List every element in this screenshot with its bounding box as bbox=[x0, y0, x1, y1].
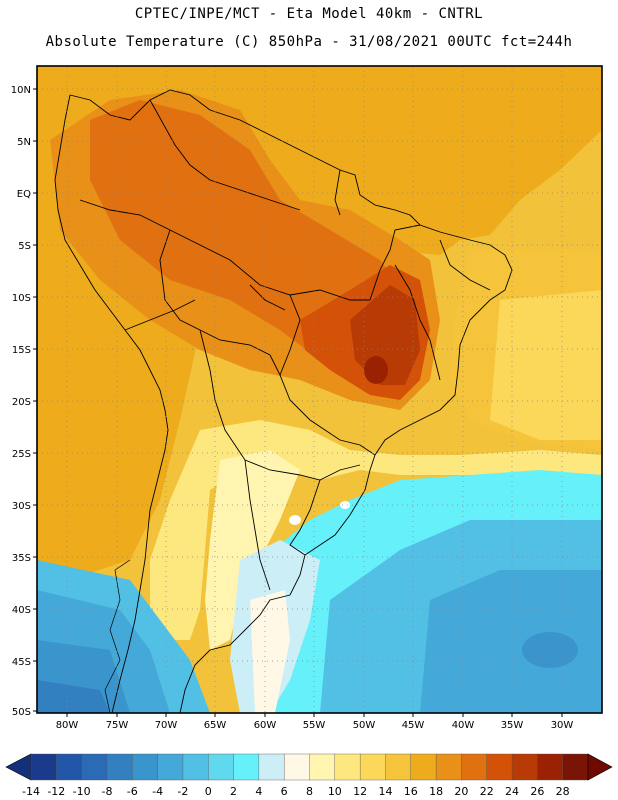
colorbar-cell bbox=[334, 753, 361, 781]
lat-label: 10S bbox=[12, 293, 31, 304]
colorbar-cell bbox=[258, 753, 285, 781]
lat-label: 5N bbox=[17, 137, 31, 148]
colorbar-cell bbox=[435, 753, 462, 781]
lat-label: EQ bbox=[17, 189, 31, 200]
colorbar-tick-label: -12 bbox=[47, 785, 65, 798]
colorbar-tick-label: -14 bbox=[22, 785, 40, 798]
lon-label: 60W bbox=[254, 720, 277, 731]
lat-label: 15S bbox=[12, 345, 31, 356]
colorbar-tick-label: 22 bbox=[480, 785, 494, 798]
colorbar-cell bbox=[157, 753, 184, 781]
lon-label: 75W bbox=[106, 720, 129, 731]
lon-label: 35W bbox=[501, 720, 524, 731]
colorbar-cell bbox=[182, 753, 209, 781]
lon-label: 45W bbox=[402, 720, 425, 731]
lat-label: 50S bbox=[12, 707, 31, 718]
colorbar-cell bbox=[56, 753, 83, 781]
colorbar-tick-label: -4 bbox=[152, 785, 163, 798]
colorbar-cell bbox=[537, 753, 564, 781]
lon-label: 65W bbox=[204, 720, 227, 731]
colorbar-tick-label: 24 bbox=[505, 785, 519, 798]
lat-label: 30S bbox=[12, 501, 31, 512]
lat-label: 25S bbox=[12, 449, 31, 460]
lat-label: 40S bbox=[12, 605, 31, 616]
colorbar-cell bbox=[283, 753, 311, 781]
colorbar-cell bbox=[208, 753, 235, 781]
colorbar-cell bbox=[30, 753, 57, 781]
colorbar-lower-arrow bbox=[5, 753, 32, 781]
lon-label: 30W bbox=[551, 720, 574, 731]
colorbar-cell bbox=[486, 753, 513, 781]
lat-label: 45S bbox=[12, 657, 31, 668]
lat-label: 35S bbox=[12, 553, 31, 564]
graticule bbox=[37, 66, 602, 713]
colorbar-tick-label: 0 bbox=[205, 785, 212, 798]
colorbar-cell bbox=[511, 753, 538, 781]
lon-label: 50W bbox=[353, 720, 376, 731]
colorbar-tick-label: -6 bbox=[127, 785, 138, 798]
colorbar-tick-label: 20 bbox=[454, 785, 468, 798]
colorbar-upper-arrow bbox=[587, 753, 613, 781]
colorbar-tick-label: 16 bbox=[404, 785, 418, 798]
lon-label: 80W bbox=[56, 720, 79, 731]
colorbar-cell bbox=[309, 753, 336, 781]
colorbar: -14 -12 -10 -8 -6 -4 -2 0 2 4 6 8 10 12 14 16 18 20 22 24 26… bbox=[5, 753, 613, 798]
colorbar-tick-label: 12 bbox=[353, 785, 367, 798]
colorbar-cell bbox=[132, 753, 159, 781]
country-borders bbox=[54, 89, 513, 713]
map-title-line2: Absolute Temperature (C) 850hPa - 31/08/… bbox=[45, 34, 573, 50]
colorbar-tick-label: 2 bbox=[230, 785, 237, 798]
colorbar-cell bbox=[233, 753, 260, 781]
colorbar-tick-label: 28 bbox=[556, 785, 570, 798]
colorbar-cell bbox=[359, 753, 386, 781]
colorbar-tick-label: 8 bbox=[306, 785, 313, 798]
lat-label: 5S bbox=[18, 241, 31, 252]
map-frame bbox=[36, 65, 603, 714]
colorbar-tick-label: -10 bbox=[73, 785, 91, 798]
map-title-line1: CPTEC/INPE/MCT - Eta Model 40km - CNTRL bbox=[134, 6, 484, 22]
colorbar-cell bbox=[562, 753, 589, 781]
lon-label: 40W bbox=[452, 720, 475, 731]
colorbar-cell bbox=[385, 753, 412, 781]
temperature-field bbox=[37, 66, 602, 713]
colorbar-tick-label: 14 bbox=[378, 785, 392, 798]
lat-label: 20S bbox=[12, 397, 31, 408]
lon-label: 55W bbox=[303, 720, 326, 731]
colorbar-cell bbox=[410, 753, 437, 781]
colorbar-tick-label: 4 bbox=[255, 785, 262, 798]
colorbar-cell bbox=[106, 753, 133, 781]
lat-label: 10N bbox=[11, 85, 31, 96]
colorbar-tick-label: -2 bbox=[177, 785, 188, 798]
colorbar-tick-label: 6 bbox=[281, 785, 288, 798]
colorbar-cell bbox=[461, 753, 488, 781]
lon-label: 70W bbox=[155, 720, 178, 731]
axis-ticks bbox=[33, 88, 563, 717]
colorbar-tick-label: 26 bbox=[530, 785, 544, 798]
colorbar-tick-label: -8 bbox=[101, 785, 112, 798]
colorbar-cell bbox=[81, 753, 108, 781]
colorbar-tick-label: 10 bbox=[328, 785, 342, 798]
colorbar-tick-label: 18 bbox=[429, 785, 443, 798]
